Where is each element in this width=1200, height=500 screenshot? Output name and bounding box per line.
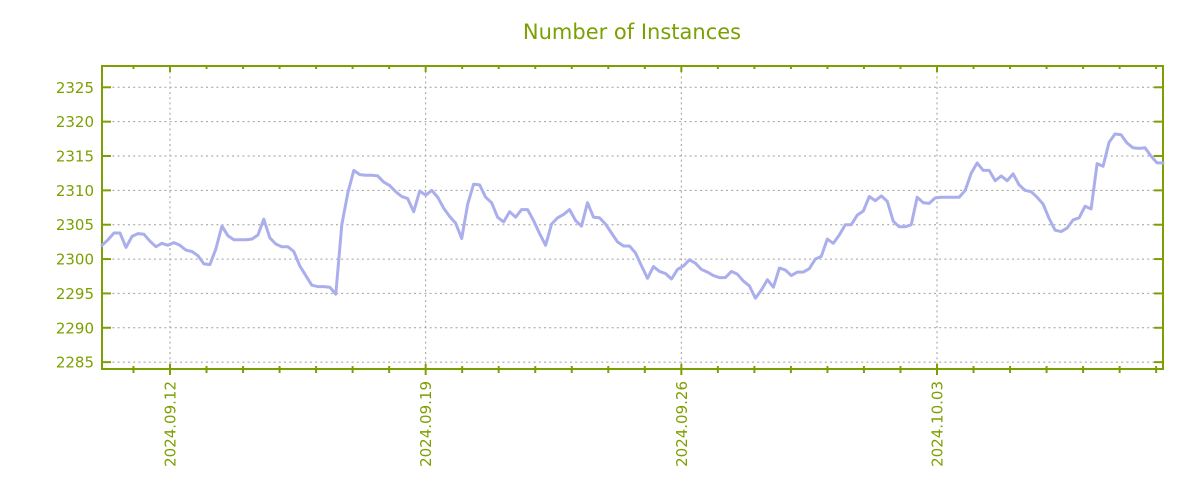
x-axis-label: 2024.10.03 (929, 381, 947, 467)
y-axis-label: 2285 (56, 354, 94, 372)
x-axis-label: 2024.09.26 (673, 381, 691, 467)
x-axis-label: 2024.09.19 (417, 381, 435, 467)
y-axis-label: 2310 (56, 182, 94, 200)
x-axis-label: 2024.09.12 (162, 381, 180, 467)
y-axis-label: 2290 (56, 319, 94, 337)
y-axis-label: 2325 (56, 79, 94, 97)
y-axis-label: 2315 (56, 148, 94, 166)
grid-layer (102, 66, 1163, 369)
series-layer (100, 132, 1165, 300)
y-axis-label: 2305 (56, 216, 94, 234)
y-axis-label: 2300 (56, 251, 94, 269)
label-layer: 2285 2290 2295 2300 2305 2310 2315 2320 2325 2024… (56, 79, 947, 467)
y-axis-label: 2320 (56, 113, 94, 131)
chart-title: Number of Instances (523, 20, 741, 44)
y-axis-label: 2295 (56, 285, 94, 303)
plot-border (101, 65, 1164, 370)
axis-layer (101, 65, 1164, 375)
instances-series-line (100, 132, 1165, 300)
